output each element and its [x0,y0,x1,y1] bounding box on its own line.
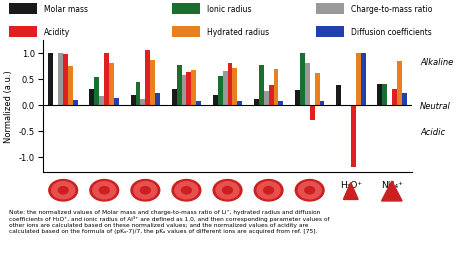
Bar [104,54,109,105]
Circle shape [223,187,232,194]
Bar [191,71,196,105]
Bar [150,61,155,105]
Bar [130,96,136,105]
Circle shape [298,182,321,199]
Bar [63,55,68,105]
Bar [254,99,259,105]
Bar [361,54,365,105]
Circle shape [131,180,160,201]
Bar [264,92,269,105]
FancyBboxPatch shape [9,4,37,14]
Circle shape [182,187,191,194]
Bar [140,100,146,105]
Y-axis label: Normalized (a.u.): Normalized (a.u.) [4,70,13,143]
Circle shape [305,187,315,194]
Bar [310,105,315,121]
Bar [172,90,177,105]
Text: Molar mass: Molar mass [44,5,88,14]
Bar [319,102,325,105]
Bar [259,66,264,105]
Circle shape [93,182,116,199]
Bar [273,70,278,105]
Bar [90,89,94,105]
Bar [305,64,310,105]
FancyBboxPatch shape [316,4,344,14]
Bar [213,96,218,105]
Text: Diffusion coefficients: Diffusion coefficients [351,28,431,37]
Bar [278,102,283,105]
Circle shape [90,180,118,201]
Bar [73,100,78,105]
Bar [218,77,223,105]
Bar [58,54,63,105]
Bar [237,101,242,105]
Bar [392,89,397,105]
FancyBboxPatch shape [316,27,344,37]
Bar [300,54,305,105]
Bar [48,54,54,105]
Bar [351,105,356,168]
Bar [315,73,319,105]
Bar [382,85,387,105]
Text: Hydrated radius: Hydrated radius [207,28,269,37]
Bar [356,54,361,105]
Circle shape [175,182,198,199]
Text: Charge-to-mass ratio: Charge-to-mass ratio [351,5,432,14]
Circle shape [58,187,68,194]
Bar [146,51,150,105]
Bar [295,91,300,105]
Circle shape [216,182,239,199]
Bar [232,69,237,105]
Bar [196,101,201,105]
Circle shape [140,187,150,194]
Bar [100,97,104,105]
Circle shape [264,187,273,194]
Bar [109,64,114,105]
Bar [182,76,186,105]
Bar [269,86,273,105]
Bar [228,64,232,105]
Bar [114,98,119,105]
Circle shape [49,180,78,201]
Text: Ionic radius: Ionic radius [207,5,251,14]
Bar [186,72,191,105]
Bar [177,66,182,105]
Bar [94,78,100,105]
Bar [155,94,160,105]
Text: Acidity: Acidity [44,28,71,37]
Text: Note: the normalized values of Molar mass and charge-to-mass ratio of Li⁺, hydra: Note: the normalized values of Molar mas… [9,209,330,233]
Bar [136,83,140,105]
Circle shape [257,182,280,199]
Polygon shape [343,183,358,200]
Circle shape [172,180,201,201]
Bar [397,61,401,105]
FancyBboxPatch shape [172,4,200,14]
Circle shape [100,187,109,194]
Polygon shape [382,181,402,201]
Bar [401,94,407,105]
Circle shape [254,180,283,201]
Circle shape [213,180,242,201]
Circle shape [295,180,324,201]
Bar [377,85,382,105]
Bar [223,72,228,105]
FancyBboxPatch shape [9,27,37,37]
Bar [68,67,73,105]
Bar [336,86,341,105]
Circle shape [134,182,157,199]
Circle shape [52,182,75,199]
FancyBboxPatch shape [172,27,200,37]
